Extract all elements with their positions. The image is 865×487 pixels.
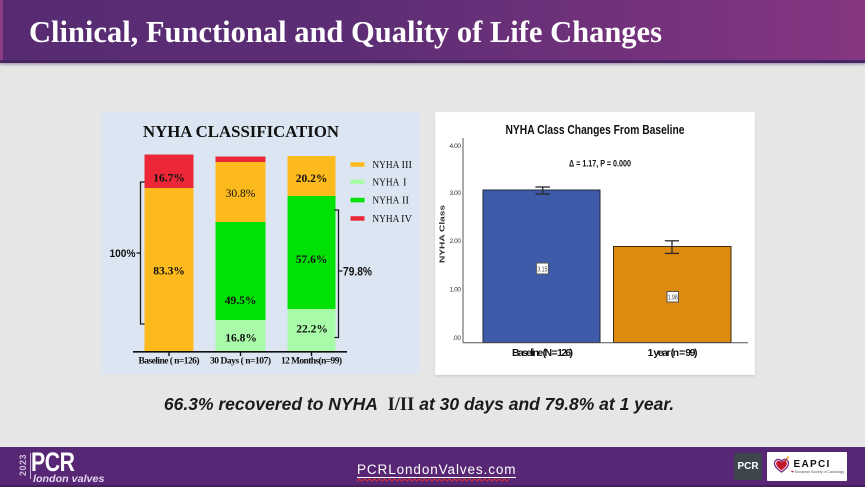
svg-text:16.7%: 16.7% — [153, 173, 185, 185]
svg-text:Baseline (N = 126): Baseline (N = 126) — [512, 347, 573, 359]
svg-text:NYHA: NYHA — [372, 214, 399, 225]
svg-text:NYHA CLASSIFICATION: NYHA CLASSIFICATION — [143, 122, 340, 141]
svg-text:3.15: 3.15 — [537, 267, 547, 274]
svg-text:Baseline ( n=126): Baseline ( n=126) — [139, 356, 200, 367]
svg-text:NYHA: NYHA — [372, 196, 399, 207]
svg-text:22.2%: 22.2% — [296, 324, 328, 336]
svg-text:12 Months(n=99): 12 Months(n=99) — [281, 356, 342, 367]
svg-text:II: II — [402, 196, 409, 207]
svg-text:3.00: 3.00 — [450, 190, 462, 197]
svg-text:20.2%: 20.2% — [296, 173, 328, 185]
svg-text:2.00: 2.00 — [450, 238, 462, 245]
svg-text:NYHA Class: NYHA Class — [440, 205, 447, 263]
svg-text:1.00: 1.00 — [450, 287, 462, 294]
svg-text:.00: .00 — [453, 335, 462, 342]
svg-text:4.00: 4.00 — [450, 143, 462, 150]
svg-text:16.8%: 16.8% — [225, 333, 257, 345]
svg-text:IV: IV — [401, 214, 412, 225]
svg-text:III: III — [402, 160, 413, 171]
svg-text:NYHA Class Changes From Baseli: NYHA Class Changes From Baseline — [506, 123, 685, 137]
svg-text:30 Days ( n=107): 30 Days ( n=107) — [210, 356, 271, 367]
svg-text:NYHA: NYHA — [372, 160, 399, 171]
svg-text:1.98: 1.98 — [668, 295, 678, 302]
svg-text:100%: 100% — [110, 248, 136, 260]
svg-text:57.6%: 57.6% — [296, 254, 328, 266]
svg-text:NYHA: NYHA — [372, 177, 399, 188]
svg-text:I: I — [403, 177, 407, 188]
svg-text:79.8%: 79.8% — [343, 267, 372, 279]
svg-text:49.5%: 49.5% — [225, 295, 257, 307]
svg-text:Δ = 1.17, P = 0.000: Δ = 1.17, P = 0.000 — [569, 159, 631, 170]
svg-text:30.8%: 30.8% — [226, 188, 256, 200]
svg-text:83.3%: 83.3% — [153, 266, 185, 278]
svg-text:1 year (n = 99): 1 year (n = 99) — [648, 347, 698, 359]
